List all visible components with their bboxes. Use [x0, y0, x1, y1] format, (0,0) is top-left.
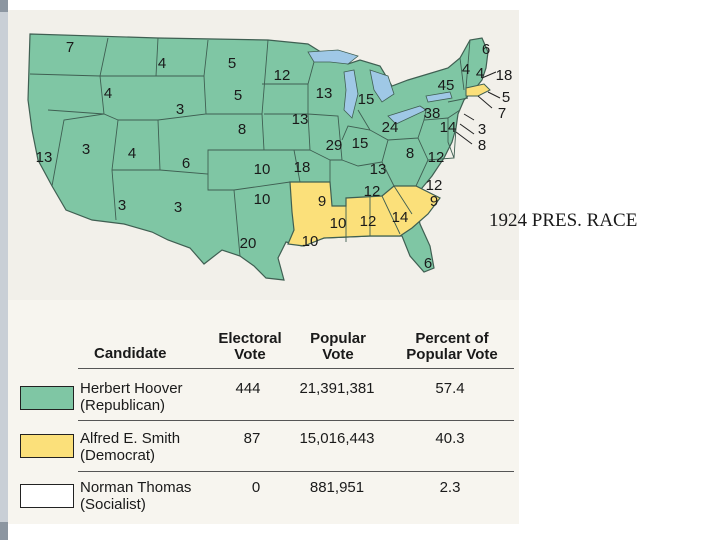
state-vote-label: 24: [382, 119, 399, 136]
header-electoral-vote: Electoral Vote: [212, 331, 288, 363]
slide-strip-top: [0, 0, 8, 12]
state-vote-label: 29: [326, 137, 343, 154]
state-vote-label: 13: [316, 85, 333, 102]
democrat-swatch: [20, 434, 74, 458]
header-candidate: Candidate: [94, 345, 167, 362]
slide-strip-bottom: [0, 522, 8, 540]
state-vote-label: 5: [228, 55, 236, 72]
slide-left-strip: [0, 0, 8, 540]
row-smith-percent: 40.3: [435, 430, 465, 447]
state-vote-label: 38: [424, 105, 441, 122]
row-hoover-party: (Republican): [80, 397, 166, 414]
state-vote-label: 5: [234, 87, 242, 104]
state-vote-label: 12: [426, 177, 443, 194]
header-percent-popular: Percent of Popular Vote: [396, 331, 508, 363]
row-thomas-percent: 2.3: [439, 479, 461, 496]
republican-swatch: [20, 386, 74, 410]
state-vote-label: 13: [292, 111, 309, 128]
state-vote-label: 4: [476, 65, 484, 82]
state-vote-label: 4: [158, 55, 166, 72]
state-vote-label: 7: [498, 105, 506, 122]
state-vote-label: 3: [176, 101, 184, 118]
state-vote-label: 10: [302, 233, 319, 250]
state-vote-label: 18: [294, 159, 311, 176]
lake-ontario: [425, 91, 453, 103]
row-thomas-party: (Socialist): [80, 496, 146, 513]
state-vote-label: 8: [238, 121, 246, 138]
state-vote-label: 12: [360, 213, 377, 230]
state-vote-label: 45: [438, 77, 455, 94]
state-vote-label: 3: [118, 197, 126, 214]
state-vote-label: 10: [330, 215, 347, 232]
state-vote-label: 4: [104, 85, 112, 102]
table-rule-1: [78, 368, 514, 369]
header-popular-vote: Popular Vote: [300, 331, 376, 363]
state-vote-label: 6: [182, 155, 190, 172]
row-hoover-name: Herbert Hoover: [80, 380, 183, 397]
header-popular-line2: Vote: [322, 346, 354, 363]
northeast-pointer-lines: [455, 71, 501, 145]
state-vote-label: 3: [174, 199, 182, 216]
header-electoral-line1: Electoral: [218, 330, 282, 347]
state-vote-label: 14: [440, 119, 457, 136]
row-thomas-popular: 881,951: [309, 479, 365, 496]
header-popular-line1: Popular: [310, 330, 366, 347]
state-vote-label: 3: [82, 141, 90, 158]
table-rule-2: [78, 420, 514, 421]
state-vote-label: 8: [406, 145, 414, 162]
state-vote-label: 7: [66, 39, 74, 56]
state-vote-label: 4: [462, 61, 470, 78]
state-vote-label: 18: [496, 67, 513, 84]
row-hoover-percent: 57.4: [435, 380, 465, 397]
header-percent-line2: Popular Vote: [406, 346, 498, 363]
state-vote-label: 12: [274, 67, 291, 84]
header-electoral-line2: Vote: [234, 346, 266, 363]
state-vote-label: 12: [428, 149, 445, 166]
state-vote-label: 10: [254, 191, 271, 208]
row-thomas-name: Norman Thomas: [80, 479, 192, 496]
row-hoover-candidate: Herbert Hoover (Republican): [80, 380, 183, 414]
state-vote-label: 20: [240, 235, 257, 252]
row-smith-name: Alfred E. Smith: [80, 430, 181, 447]
lake-michigan: [343, 69, 359, 119]
slide-title: 1924 PRES. RACE: [489, 210, 638, 231]
row-hoover-electoral: 444: [235, 380, 261, 397]
row-hoover-popular: 21,391,381: [299, 380, 375, 397]
state-vote-label: 3: [478, 121, 486, 138]
state-vote-label: 5: [502, 89, 510, 106]
state-vote-label: 9: [430, 193, 438, 210]
lake-huron: [369, 69, 395, 103]
row-smith-popular: 15,016,443: [299, 430, 375, 447]
state-vote-label: 9: [318, 193, 326, 210]
massachusetts-democrat: [465, 83, 491, 97]
row-thomas-candidate: Norman Thomas (Socialist): [80, 479, 191, 513]
row-smith-electoral: 87: [243, 430, 261, 447]
state-vote-label: 4: [128, 145, 136, 162]
state-borders: [29, 37, 471, 257]
state-vote-label: 12: [364, 183, 381, 200]
state-vote-label: 8: [478, 137, 486, 154]
state-vote-label: 15: [358, 91, 375, 108]
state-vote-label: 10: [254, 161, 271, 178]
state-vote-label: 13: [36, 149, 53, 166]
state-vote-label: 15: [352, 135, 369, 152]
state-vote-label: 6: [424, 255, 432, 272]
state-vote-label: 6: [482, 41, 490, 58]
state-vote-label: 13: [370, 161, 387, 178]
map-panel: 7 4 5 12 6 4 4 18 5 4 3 5 13 15 45 7 8 13 24 38 14 3 8 13 3 4 6 29 1…: [8, 10, 519, 524]
header-percent-line1: Percent of: [415, 330, 489, 347]
row-smith-candidate: Alfred E. Smith (Democrat): [80, 430, 180, 464]
table-rule-3: [78, 471, 514, 472]
row-smith-party: (Democrat): [80, 447, 156, 464]
state-vote-label: 14: [392, 209, 409, 226]
socialist-swatch: [20, 484, 74, 508]
row-thomas-electoral: 0: [251, 479, 261, 496]
